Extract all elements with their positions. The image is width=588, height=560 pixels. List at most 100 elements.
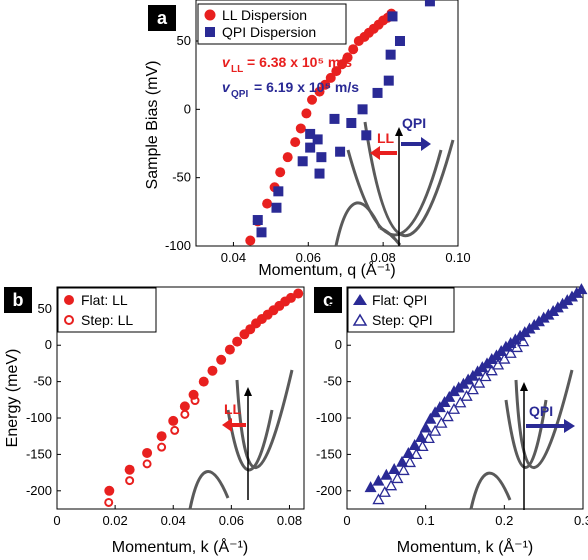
x-tick-label: 0.1 (417, 513, 435, 528)
data-point (429, 424, 442, 436)
y-tick-label: 50 (38, 301, 52, 316)
x-tick-label: 0 (53, 513, 60, 528)
legend-label-ll: LL Dispersion (222, 7, 307, 23)
data-point (275, 167, 286, 178)
inset-bump-left (188, 470, 230, 510)
data-point (372, 474, 385, 486)
data-point (348, 44, 359, 55)
legend-marker-flat-qpi (353, 294, 367, 305)
data-point (271, 202, 282, 213)
data-point (320, 79, 331, 90)
panel-a-axes (195, 0, 459, 247)
x-tick-label: 0.3 (574, 513, 588, 528)
data-point (297, 156, 308, 167)
y-tick-label: -50 (172, 170, 191, 185)
data-point (414, 430, 427, 442)
data-point (372, 493, 385, 505)
data-point (372, 87, 383, 98)
data-point (216, 354, 227, 365)
series-flat-ll (104, 288, 304, 496)
velocity-annotations: v LL = 6.38 x 10⁵ m/s v QPI = 6.19 x 10⁵… (222, 54, 359, 100)
y-tick-label: -100 (26, 410, 52, 425)
panel-c-xlabel: Momentum, k (Å⁻¹) (397, 537, 533, 556)
data-point (380, 468, 393, 480)
panel-b: b LL Momentum, k (Å⁻¹) Energy (meV) (4, 286, 305, 556)
data-point (207, 365, 218, 376)
data-point (388, 462, 401, 474)
arrow-ll-head (370, 146, 380, 160)
panel-b-inset-diagram: LL (188, 369, 294, 510)
data-point (142, 459, 152, 469)
data-point (232, 336, 243, 347)
panel-a-legend: LL Dispersion QPI Dispersion (197, 3, 347, 45)
data-point (383, 75, 394, 86)
y-tick-label: 50 (328, 301, 342, 316)
panel-b-label-box (4, 287, 32, 313)
panel-c-axis-ticks: 0 0.1 0.2 0.3 -200 -150 -100 -50 0 50 (316, 301, 588, 528)
data-point (273, 186, 284, 197)
y-tick-label: -100 (165, 238, 191, 253)
inset-parabola-inner (504, 399, 548, 469)
arrow-ll-head (222, 418, 232, 432)
panel-a-axis-ticks: 0.04 0.06 0.08 0.10 -100 -50 0 50 (165, 33, 471, 265)
x-tick-label: 0.08 (277, 513, 302, 528)
x-tick-label: 0.06 (296, 250, 321, 265)
data-point (314, 168, 325, 179)
inset-axis-arrowhead (520, 382, 528, 391)
y-tick-label: -200 (26, 483, 52, 498)
data-point (537, 311, 550, 323)
data-point (290, 137, 301, 148)
legend-label-step-ll: Step: LL (81, 312, 133, 328)
series-flat-qpi (364, 283, 588, 493)
x-tick-label: 0.10 (445, 250, 470, 265)
v-ll-value: = 6.38 x 10⁵ m/s (247, 54, 352, 70)
data-point (385, 49, 396, 60)
data-point (179, 401, 190, 412)
panel-b-xlabel: Momentum, k (Å⁻¹) (112, 537, 248, 556)
data-point (262, 198, 273, 209)
panel-b-ylabel: Energy (meV) (4, 349, 21, 448)
data-point (316, 152, 327, 163)
data-point (125, 476, 135, 486)
panel-a-inset-diagram: LL QPI (334, 115, 455, 247)
data-point (394, 36, 405, 46)
data-point (378, 485, 391, 497)
arrow-qpi-label: QPI (529, 403, 553, 419)
data-point (346, 118, 357, 128)
v-ll-symbol: v (222, 54, 231, 70)
panel-a-label: a (157, 8, 168, 28)
arrow-ll-label: LL (377, 130, 395, 146)
data-point (364, 481, 377, 493)
data-point (419, 421, 432, 433)
data-point (391, 472, 404, 484)
inset-axis-arrowhead (244, 387, 252, 396)
x-tick-label: 0.02 (102, 513, 127, 528)
data-point (180, 409, 190, 419)
data-point (510, 341, 524, 353)
x-tick-label: 0.06 (219, 513, 244, 528)
data-point (307, 94, 318, 105)
data-point (416, 440, 429, 452)
panel-c-legend: Flat: QPI Step: QPI (347, 287, 455, 333)
data-point (157, 442, 167, 452)
data-point (312, 134, 323, 145)
data-point (424, 0, 435, 7)
data-point (357, 104, 368, 115)
data-point (422, 432, 435, 444)
v-qpi-subscript: QPI (231, 89, 248, 100)
series-ll-dispersion (245, 8, 397, 246)
data-point (485, 364, 498, 376)
data-point (293, 288, 304, 299)
inset-parabola-inner (346, 149, 443, 237)
data-point (252, 215, 263, 226)
data-point (305, 142, 316, 153)
arrow-qpi-label: QPI (402, 115, 426, 131)
inset-parabola-outer (514, 369, 574, 469)
data-point (104, 497, 114, 507)
panel-b-label: b (13, 290, 24, 310)
x-tick-label: 0.08 (370, 250, 395, 265)
legend-label-flat-qpi: Flat: QPI (372, 292, 427, 308)
inset-axis-arrowhead (395, 127, 403, 136)
arrow-qpi-head (564, 419, 575, 433)
legend-marker-qpi (205, 27, 215, 37)
